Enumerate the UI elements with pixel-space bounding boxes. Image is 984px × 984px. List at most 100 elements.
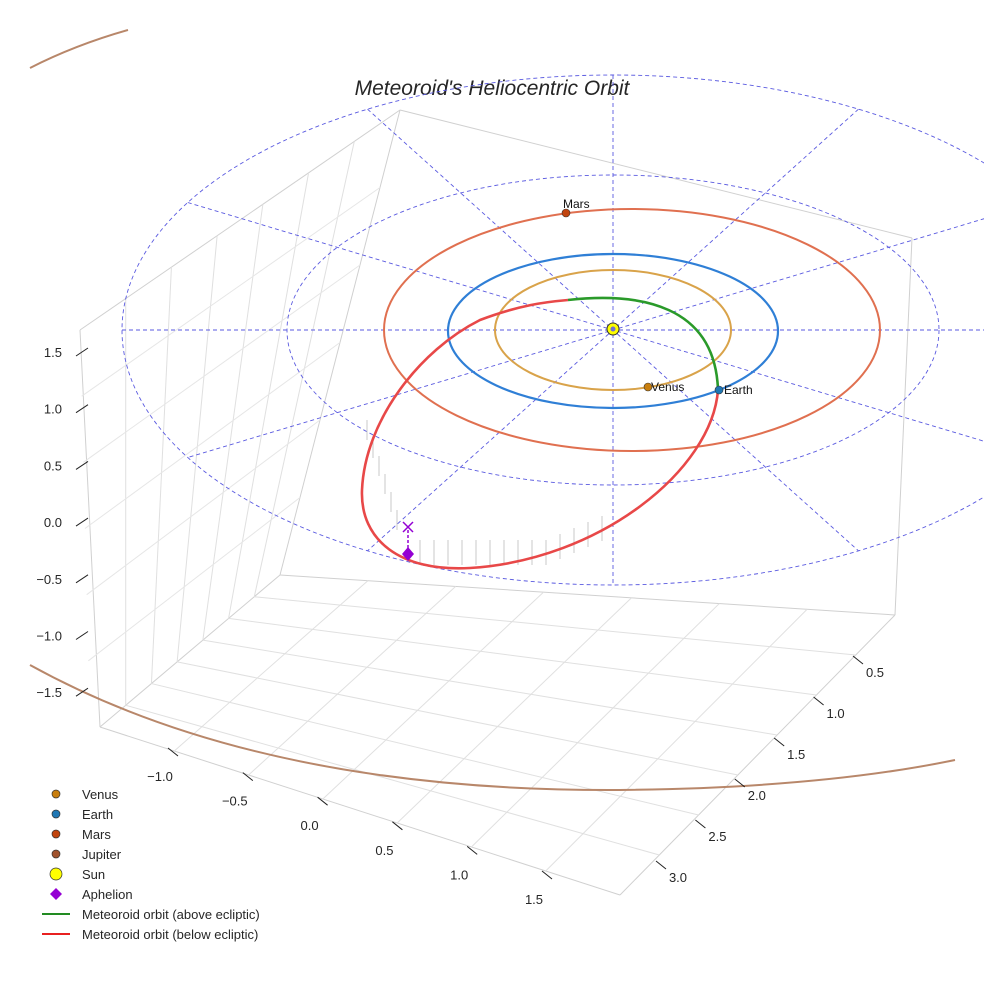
earth-label: Earth <box>724 383 753 397</box>
axis-pane-edge <box>99 726 621 896</box>
legend-marker <box>51 789 61 799</box>
grid-line <box>81 187 381 397</box>
z-tick <box>75 631 89 640</box>
x-tick <box>392 821 403 831</box>
y-tick-label: 1.5 <box>787 747 805 762</box>
meteoroid-orbit-below <box>360 298 720 570</box>
grid-line <box>254 596 856 656</box>
grid-line <box>545 608 808 872</box>
grid-line <box>84 342 341 529</box>
x-tick-label: 1.5 <box>525 892 543 907</box>
z-tick <box>75 517 89 527</box>
sun-center <box>610 326 616 332</box>
x-tick <box>242 772 254 781</box>
chart-title: Meteoroid's Heliocentric Orbit <box>355 77 631 100</box>
legend-label: Venus <box>82 787 119 802</box>
x-tick <box>317 796 328 806</box>
z-tick-label: 0.0 <box>44 515 62 530</box>
y-tick <box>734 778 746 788</box>
x-tick <box>167 747 179 757</box>
y-tick-label: 3.0 <box>669 870 687 885</box>
grid-line <box>125 704 660 856</box>
z-tick <box>75 687 89 697</box>
venus-marker <box>643 382 653 392</box>
grid-line <box>248 586 457 776</box>
venus-label: Venus <box>651 380 684 394</box>
grid-line <box>202 639 778 736</box>
grid-line <box>396 597 632 824</box>
z-tick-label: 0.5 <box>44 458 62 473</box>
x-tick-label: 0.0 <box>301 818 319 833</box>
jupiter-orbit <box>29 29 129 69</box>
z-tick <box>75 404 89 414</box>
legend-marker <box>49 867 63 881</box>
axis-pane-edge <box>79 109 401 331</box>
mars-orbit <box>383 208 881 452</box>
y-tick <box>813 696 824 706</box>
mars-marker <box>561 208 571 218</box>
axis-pane-edge <box>619 614 896 896</box>
z-tick-label: −1.5 <box>36 685 62 700</box>
venus-orbit <box>494 269 732 391</box>
axis-pane-edge <box>399 109 913 239</box>
z-tick <box>75 347 89 357</box>
x-tick <box>466 846 478 855</box>
axis-pane-edge <box>99 574 281 728</box>
x-tick-label: 1.0 <box>450 867 468 882</box>
earth-marker <box>714 385 724 395</box>
y-tick <box>773 737 785 747</box>
jupiter-orbit <box>29 664 956 792</box>
z-tick-label: −0.5 <box>36 572 62 587</box>
legend: Venus Earth Mars Jupiter Sun Aphelion Meteoroi… <box>42 787 260 942</box>
z-tick-label: 1.5 <box>44 345 62 360</box>
axis-pane-edge <box>79 329 101 728</box>
legend-label: Sun <box>82 867 105 882</box>
x-tick-label: −1.0 <box>147 769 173 784</box>
legend-diamond <box>50 888 62 900</box>
grid-line <box>151 683 699 816</box>
axis-pane-edge <box>894 237 913 616</box>
y-tick-label: 2.5 <box>708 829 726 844</box>
legend-label: Mars <box>82 827 111 842</box>
y-tick <box>852 655 864 665</box>
y-tick-label: 0.5 <box>866 665 884 680</box>
mars-label: Mars <box>563 197 590 211</box>
x-tick-label: 0.5 <box>375 843 393 858</box>
axes-box <box>79 109 913 896</box>
grid-line <box>202 204 264 641</box>
meteoroid-orbit-above <box>567 296 720 391</box>
grid-line <box>83 264 361 463</box>
grid-line <box>86 419 321 596</box>
grid-line <box>322 591 544 800</box>
z-tick <box>75 460 89 470</box>
grid-line <box>176 235 218 662</box>
y-tick <box>655 860 667 870</box>
grid-line <box>150 267 172 684</box>
grid-line <box>177 661 738 776</box>
grid-line <box>228 617 817 696</box>
y-tick <box>695 819 706 829</box>
legend-marker <box>51 849 61 859</box>
x-tick <box>541 870 553 880</box>
x-tick-label: −0.5 <box>222 794 248 809</box>
legend-label: Meteoroid orbit (above ecliptic) <box>82 907 260 922</box>
z-tick-label: 1.0 <box>44 402 62 417</box>
z-tick <box>75 574 89 584</box>
grid-line <box>228 172 310 619</box>
axis-pane-edge <box>279 574 896 616</box>
axis-ticks: 1.5 1.0 0.5 0.0 −0.5 −1.0 −1.5 −1.0 −0.5 0.0 0.5 1.… <box>36 345 884 907</box>
y-tick-label: 2.0 <box>748 788 766 803</box>
grid-line <box>88 497 301 662</box>
meteoroid-orbit: Mars Venus Earth <box>360 197 753 570</box>
z-tick-label: −1.0 <box>36 629 62 644</box>
legend-label: Meteoroid orbit (below ecliptic) <box>82 927 258 942</box>
planet-orbits <box>29 29 956 792</box>
aphelion-marker <box>402 547 414 561</box>
legend-label: Aphelion <box>82 887 133 902</box>
earth-orbit <box>446 252 780 410</box>
legend-label: Jupiter <box>82 847 122 862</box>
legend-label: Earth <box>82 807 113 822</box>
grid-line <box>471 603 720 848</box>
legend-marker <box>51 809 61 819</box>
